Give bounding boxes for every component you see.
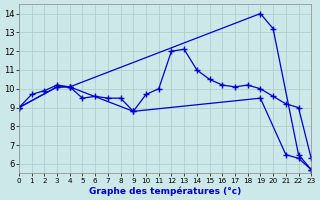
X-axis label: Graphe des températures (°c): Graphe des températures (°c) bbox=[89, 186, 241, 196]
